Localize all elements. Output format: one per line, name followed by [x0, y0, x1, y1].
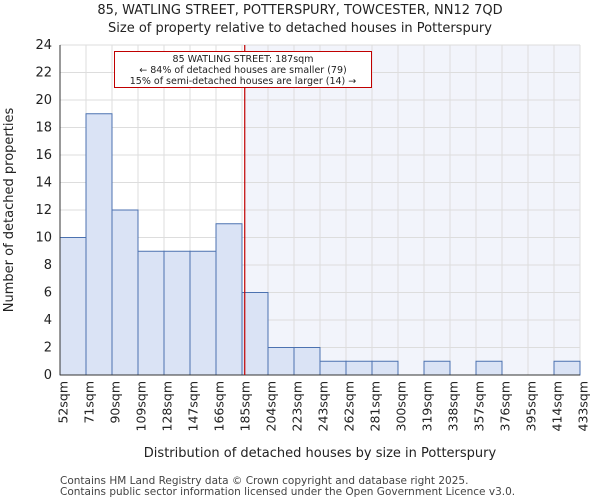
x-tick-label: 223sqm: [290, 381, 305, 431]
y-axis-label: Number of detached properties: [2, 108, 17, 313]
x-tick-label: 433sqm: [576, 381, 591, 431]
histogram-bar: [215, 223, 243, 376]
x-tick-label: 262sqm: [342, 381, 357, 431]
x-tick-label: 90sqm: [108, 381, 123, 424]
y-tick-label: 20: [35, 93, 52, 108]
y-tick-label: 4: [44, 313, 52, 328]
x-tick-label: 71sqm: [82, 381, 97, 424]
annotation-line-3: 15% of semi-detached houses are larger (…: [129, 76, 357, 87]
footer-licence: Contains public sector information licen…: [60, 486, 516, 498]
x-tick-label: 109sqm: [134, 381, 149, 431]
x-tick-label: 395sqm: [524, 381, 539, 431]
x-tick-label: 52sqm: [56, 381, 71, 424]
x-tick-label: 414sqm: [550, 381, 565, 431]
y-tick-label: 14: [35, 176, 52, 191]
histogram-bar: [163, 250, 191, 376]
footer-copyright: Contains HM Land Registry data © Crown c…: [60, 475, 469, 487]
annotation-line-2: ← 84% of detached houses are smaller (79…: [139, 65, 347, 76]
x-tick-label: 357sqm: [472, 381, 487, 431]
x-tick-label: 204sqm: [264, 381, 279, 431]
x-tick-label: 147sqm: [186, 381, 201, 431]
histogram-bar: [267, 347, 295, 376]
y-tick-label: 6: [44, 286, 52, 301]
histogram-bar: [111, 209, 139, 376]
histogram-bar: [319, 360, 347, 376]
x-axis-label: Distribution of detached houses by size …: [144, 446, 497, 461]
y-tick-label: 16: [35, 148, 52, 163]
property-annotation-box: 85 WATLING STREET: 187sqm ← 84% of detac…: [114, 51, 372, 88]
y-tick-label: 18: [35, 121, 52, 136]
histogram-bar: [189, 250, 217, 376]
histogram-bar: [475, 360, 503, 376]
histogram-bar: [85, 113, 113, 376]
y-tick-label: 2: [44, 341, 52, 356]
histogram-bar: [241, 292, 269, 376]
x-tick-label: 376sqm: [498, 381, 513, 431]
annotation-line-1: 85 WATLING STREET: 187sqm: [172, 54, 314, 65]
x-tick-label: 185sqm: [238, 381, 253, 431]
histogram-bar: [371, 360, 399, 376]
x-tick-label: 281sqm: [368, 381, 383, 431]
histogram-bar: [345, 360, 373, 376]
y-tick-label: 10: [35, 231, 52, 246]
x-tick-label: 243sqm: [316, 381, 331, 431]
x-tick-label: 338sqm: [446, 381, 461, 431]
y-tick-label: 24: [35, 38, 52, 53]
x-tick-label: 300sqm: [394, 381, 409, 431]
y-tick-label: 12: [35, 203, 52, 218]
histogram-bar: [293, 347, 321, 376]
x-tick-label: 128sqm: [160, 381, 175, 431]
y-tick-label: 8: [44, 258, 52, 273]
histogram-bar: [59, 237, 87, 376]
y-tick-label: 0: [44, 368, 52, 383]
x-tick-label: 166sqm: [212, 381, 227, 431]
histogram-bar: [423, 360, 451, 376]
y-tick-label: 22: [35, 66, 52, 81]
x-tick-label: 319sqm: [420, 381, 435, 431]
histogram-bar: [553, 360, 581, 376]
histogram-bar: [137, 250, 165, 376]
chart-subtitle: Size of property relative to detached ho…: [108, 21, 492, 36]
chart-title: 85, WATLING STREET, POTTERSPURY, TOWCEST…: [97, 3, 503, 18]
